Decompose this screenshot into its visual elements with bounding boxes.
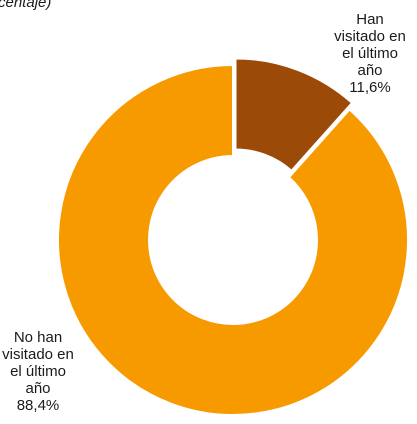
donut-slices — [57, 57, 409, 416]
chart-caption: centaje) — [0, 0, 52, 11]
slice-category-label-line: año — [25, 380, 50, 397]
slice-label-1: Han visitado en el último año 11,6% — [334, 11, 406, 96]
slice-label-2: No han visitado en el último año 88,4% — [2, 329, 74, 414]
donut-slice-1 — [234, 57, 354, 173]
slice-category-label-line: el último — [10, 363, 66, 380]
slice-category-label-line: el último — [342, 45, 398, 62]
slice-value-label: 11,6% — [349, 79, 390, 96]
slice-category-label-line: Han — [356, 11, 384, 28]
slice-category-label-line: visitado en — [2, 346, 74, 363]
slice-category-label-line: No han — [14, 329, 62, 346]
donut-slice-2 — [57, 63, 409, 416]
slice-category-label-line: visitado en — [334, 28, 406, 45]
slice-value-label: 88,4% — [17, 397, 60, 414]
slice-labels: Han visitado en el último año 11,6%No han vis… — [2, 11, 406, 414]
slice-category-label-line: año — [357, 62, 382, 79]
